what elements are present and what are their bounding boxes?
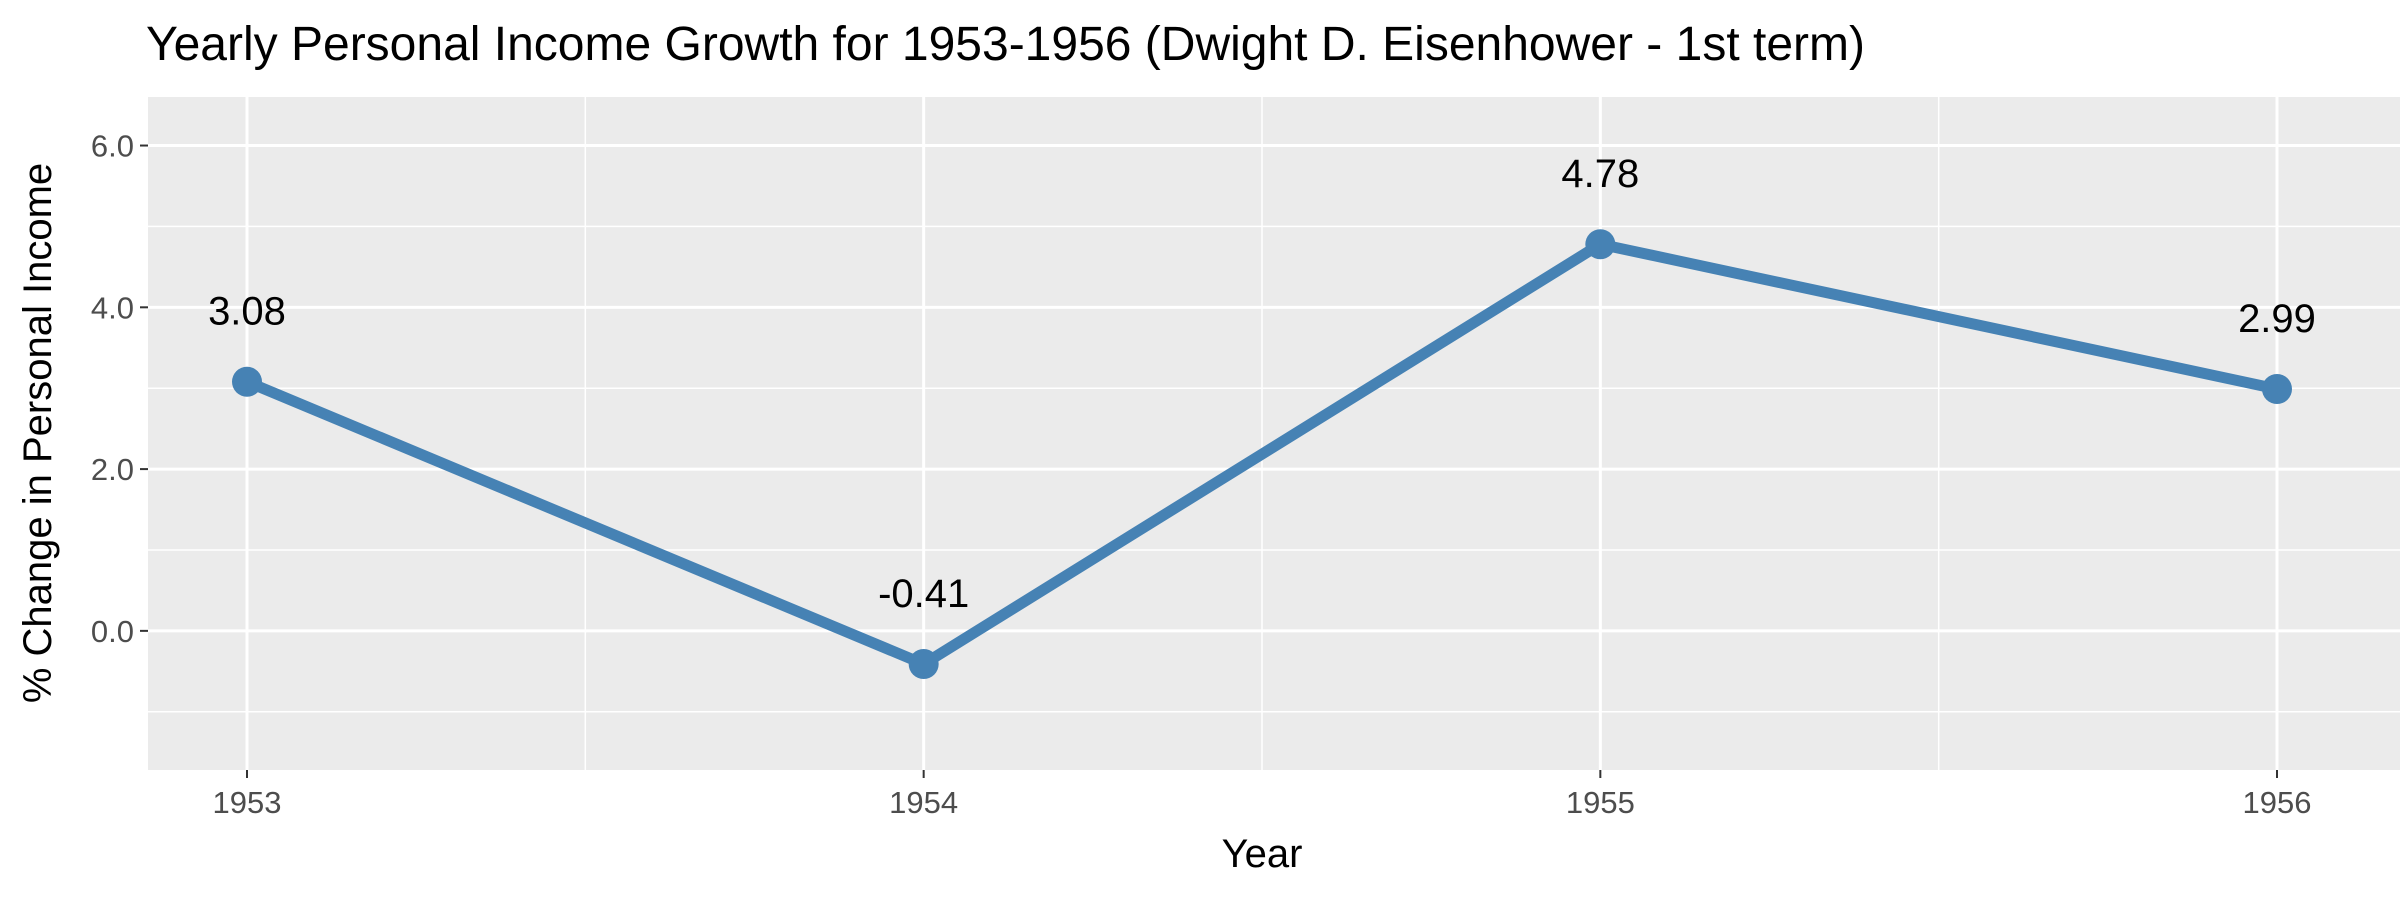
series-line [241, 238, 2283, 670]
x-tick-label: 1953 [213, 785, 282, 820]
y-tick-label: 0.0 [91, 614, 134, 649]
y-tick-label: 6.0 [91, 129, 134, 164]
x-axis-title: Year [1222, 832, 1303, 876]
data-label: -0.41 [878, 572, 969, 616]
y-tick-label: 2.0 [91, 452, 134, 487]
data-point [1585, 229, 1616, 260]
data-point [908, 649, 939, 680]
x-tick-label: 1954 [889, 785, 958, 820]
data-points [232, 229, 2292, 680]
data-label: 2.99 [2238, 297, 2316, 341]
minor-gridlines [148, 97, 2400, 770]
data-label: 4.78 [1561, 152, 1639, 196]
data-point [2262, 374, 2292, 405]
series-line-group [241, 238, 2283, 670]
plot-panel [148, 97, 2400, 770]
data-labels: 3.08 -0.41 4.78 2.99 [208, 152, 2316, 616]
y-axis-title: % Change in Personal Income [16, 163, 60, 703]
data-label: 3.08 [208, 290, 286, 334]
data-point [232, 366, 262, 397]
x-tick-label: 1955 [1566, 785, 1635, 820]
x-tick-label: 1956 [2243, 785, 2312, 820]
y-axis: 0.0 2.0 4.0 6.0 [91, 129, 148, 649]
y-tick-label: 4.0 [91, 290, 134, 325]
chart-title: Yearly Personal Income Growth for 1953-1… [146, 18, 1865, 71]
x-axis: 1953 1954 1955 1956 [213, 770, 2312, 820]
